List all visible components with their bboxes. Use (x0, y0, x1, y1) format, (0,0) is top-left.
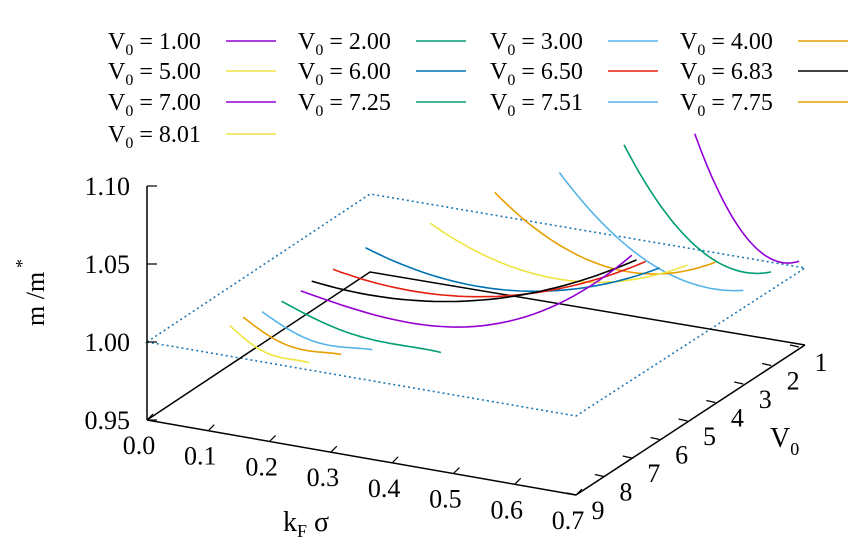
x-axis (146, 419, 577, 496)
y-tick-label: 4 (731, 404, 744, 433)
y-tick (734, 381, 744, 385)
x-tick-label: 0.0 (123, 431, 156, 460)
y-tick (566, 492, 577, 496)
y-tick (706, 399, 716, 404)
legend-item: V0 = 6.50 (490, 59, 658, 89)
series-line-8.01 (229, 324, 310, 364)
y-tick-label: 3 (759, 385, 772, 414)
x-tick (269, 435, 276, 442)
x-tick-label: 0.2 (245, 452, 278, 481)
legend-item: V0 = 3.00 (490, 29, 658, 59)
y-tick-label: 7 (647, 459, 660, 488)
y-tick (622, 455, 632, 459)
legend-item: V0 = 7.25 (298, 90, 466, 120)
legend-item: V0 = 6.83 (680, 59, 848, 89)
legend-label: V0 = 1.00 (108, 29, 201, 59)
legend-label: V0 = 4.00 (680, 29, 773, 59)
x-tick (330, 445, 338, 453)
legend-item: V0 = 2.00 (298, 29, 466, 59)
legend-label: V0 = 7.25 (298, 90, 391, 120)
legend-item: V0 = 7.75 (680, 90, 848, 120)
y-tick (594, 473, 605, 478)
z-tick-label: 1.05 (85, 250, 131, 279)
legend-item: V0 = 4.00 (680, 29, 848, 59)
legend-label: V0 = 6.83 (680, 59, 773, 89)
series-line-6.50 (332, 260, 647, 298)
series-line-5.00 (429, 222, 688, 284)
series-line-7.00 (300, 254, 633, 328)
y-axis (575, 344, 806, 496)
series-line-6.00 (365, 246, 660, 293)
x-tick-label: 0.7 (552, 506, 585, 535)
series-line-1.00 (694, 133, 800, 264)
z-tick-label: 1.10 (85, 172, 131, 201)
x-tick (146, 413, 154, 421)
x-tick-label: 0.3 (307, 463, 340, 492)
x-axis-label: kF σ (283, 507, 329, 540)
back-wall (146, 271, 806, 421)
y-tick-label: 9 (592, 496, 605, 525)
y-tick-label: 8 (619, 478, 632, 507)
y-tick (650, 436, 660, 441)
legend-item: V0 = 7.00 (108, 90, 276, 120)
x-tick (514, 477, 522, 485)
legend-item: V0 = 1.00 (108, 29, 276, 59)
x-tick-label: 0.6 (490, 495, 523, 524)
series (229, 133, 800, 364)
y-tick (761, 362, 772, 367)
y-axis-label: V0 (770, 423, 799, 459)
legend-label: V0 = 3.00 (490, 29, 583, 59)
legend-label: V0 = 2.00 (298, 29, 391, 59)
series-line-6.83 (311, 259, 637, 303)
x-tick (453, 467, 460, 474)
series-line-7.75 (242, 316, 342, 356)
z-axis-label-sup: * (12, 259, 32, 268)
legend-item: V0 = 8.01 (108, 122, 276, 152)
z-axis-label: m /m (21, 272, 50, 326)
y-tick-label: 5 (703, 422, 716, 451)
legend-label: V0 = 6.00 (298, 59, 391, 89)
series-line-7.25 (281, 300, 442, 354)
z-tick-label: 1.00 (85, 328, 131, 357)
x-tick-label: 0.4 (368, 474, 401, 503)
x-tick-label: 0.5 (429, 485, 462, 514)
legend-label: V0 = 7.75 (680, 90, 773, 120)
series-line-7.51 (261, 311, 373, 351)
legend-label: V0 = 7.00 (108, 90, 201, 120)
y-tick (678, 418, 688, 422)
legend-label: V0 = 5.00 (108, 59, 201, 89)
series-line-3.00 (558, 172, 744, 292)
y-tick-label: 6 (675, 441, 688, 470)
legend-item: V0 = 6.00 (298, 59, 466, 89)
series-line-4.00 (494, 191, 716, 275)
ticks: 0.95 1.00 1.05 1.10 0.0 0.1 0.2 0.3 0.4 0.5 0.6 0.7… (85, 172, 828, 535)
legend-item: V0 = 7.51 (490, 90, 658, 120)
series-line-2.00 (623, 144, 772, 275)
legend-label: V0 = 7.51 (490, 90, 583, 120)
legend-item: V0 = 5.00 (108, 59, 276, 89)
reference-plane (144, 193, 808, 417)
x-tick (575, 488, 583, 496)
legend-label: V0 = 8.01 (108, 122, 201, 152)
x-tick (391, 456, 399, 464)
x-tick-label: 0.1 (184, 442, 217, 471)
legend-label: V0 = 6.50 (490, 59, 583, 89)
y-tick-label: 1 (815, 348, 828, 377)
y-tick (789, 344, 800, 348)
y-tick-label: 2 (787, 367, 800, 396)
axes (146, 186, 806, 496)
z-tick-label: 0.95 (85, 406, 131, 435)
x-tick (207, 424, 215, 432)
